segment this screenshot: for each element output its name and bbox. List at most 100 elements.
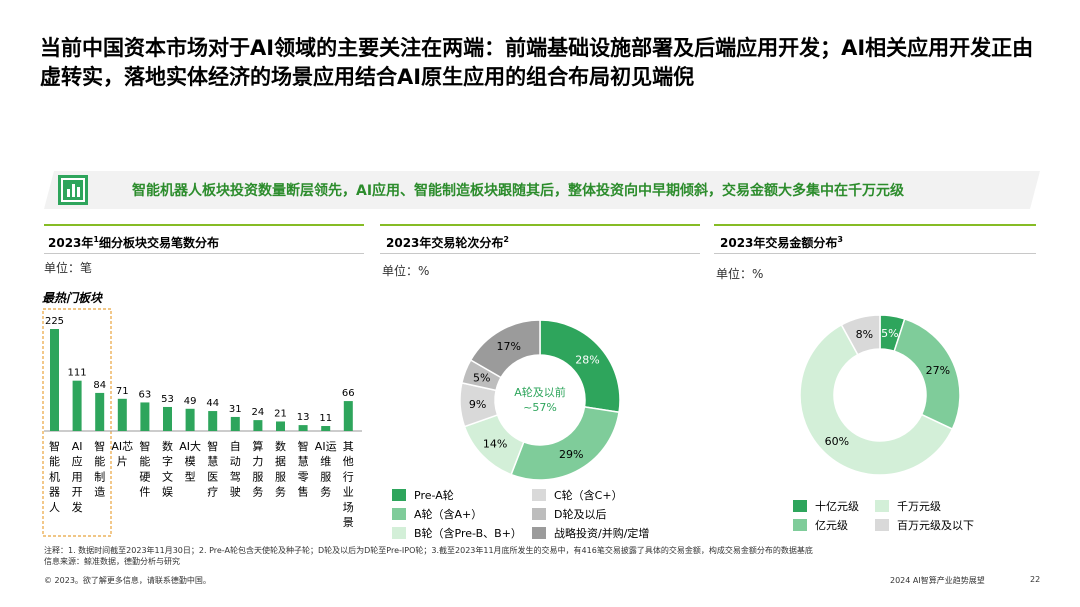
legend-swatch — [532, 508, 546, 520]
legend-label: A轮（含A+） — [414, 508, 483, 521]
legend-label: Pre-A轮 — [414, 489, 454, 502]
hot-sector-label: 最热门板块 — [42, 291, 103, 305]
report-name: 2024 AI智算产业趋势展望 — [890, 576, 985, 585]
donut-slice — [893, 317, 961, 431]
legend-swatch — [392, 508, 406, 520]
bar — [208, 411, 218, 431]
donut-slice — [840, 314, 881, 356]
category-label: 智慧零售 — [298, 439, 309, 499]
category-label: AI运维服务 — [315, 440, 337, 499]
legend-swatch — [392, 489, 406, 501]
panel1-rule — [44, 253, 364, 254]
donut-slice — [799, 323, 954, 476]
legend-label: 百万元级及以下 — [897, 519, 974, 532]
bar-value-label: 225 — [45, 316, 64, 327]
category-label: 算力服务 — [252, 439, 263, 499]
panel3-title: 2023年交易金额分布3 — [720, 235, 843, 250]
category-label: 智慧医疗 — [207, 439, 218, 499]
legend-swatch — [392, 527, 406, 539]
category-label: AI芯片 — [111, 439, 133, 468]
panel2-rule — [380, 253, 700, 254]
footnote-line-2: 信息来源：鲸准数据，德勤分析与研究 — [44, 557, 180, 566]
legend-label: B轮（含Pre-B、B+） — [414, 527, 522, 540]
donut-center-label: A轮及以前 — [514, 385, 566, 399]
slice-label: 5% — [881, 327, 898, 340]
bar-value-label: 84 — [93, 380, 106, 391]
legend-item: C轮（含C+） — [532, 487, 623, 503]
legend-item: 千万元级 — [875, 498, 941, 514]
slice-label: 28% — [575, 353, 599, 366]
panel1-title: 2023年1细分板块交易笔数分布 — [48, 235, 219, 250]
slice-label: 27% — [926, 364, 950, 377]
bar-value-label: 31 — [229, 404, 242, 415]
bar — [298, 425, 308, 431]
bar-value-label: 44 — [206, 398, 219, 409]
rounds-legend: Pre-A轮 C轮（含C+） A轮（含A+） D轮及以后 B轮（含Pre-B、B+） 战略… — [392, 487, 692, 547]
panel3-rule — [714, 253, 1036, 254]
bar-chart-icon — [58, 175, 88, 205]
copyright-text: © 2023。欲了解更多信息，请联系德勤中国。 — [44, 576, 211, 585]
legend-swatch — [793, 519, 807, 531]
panel2-title: 2023年交易轮次分布2 — [386, 235, 509, 250]
footnote-line-1: 注释：1. 数据时间截至2023年11月30日；2. Pre-A轮包含天使轮及种… — [44, 546, 813, 555]
bar — [185, 408, 195, 431]
bar — [95, 392, 105, 431]
panel3-accent-line — [714, 224, 1036, 226]
panel3-unit: 单位：% — [716, 267, 764, 281]
bar-value-label: 71 — [116, 386, 129, 397]
bar-value-label: 11 — [319, 413, 332, 424]
legend-item: 百万元级及以下 — [875, 517, 974, 533]
legend-swatch — [532, 489, 546, 501]
slice-label: 8% — [856, 328, 873, 341]
bar — [163, 406, 172, 431]
bar-value-label: 24 — [252, 407, 265, 418]
legend-label: D轮及以后 — [554, 508, 607, 521]
legend-swatch — [532, 527, 546, 539]
category-label: 数字文娱 — [162, 440, 173, 499]
bar-value-label: 63 — [139, 389, 152, 400]
panel2-unit: 单位：% — [382, 264, 430, 278]
bar — [276, 421, 285, 431]
donut-slice — [510, 406, 620, 481]
legend-label: C轮（含C+） — [554, 489, 623, 502]
bar-value-label: 53 — [161, 394, 174, 405]
category-label: AI大模型 — [179, 439, 201, 483]
bar-value-label: 13 — [297, 412, 310, 423]
banner-background — [44, 171, 1040, 209]
rounds-donut-chart: 28% 29% 14% 9% 5% 17% A轮及以前 ~57% — [459, 319, 621, 481]
category-label: 数据服务 — [275, 440, 286, 499]
legend-item: Pre-A轮 — [392, 487, 454, 503]
bar — [230, 416, 240, 431]
amount-legend: 十亿元级 千万元级亿元级 百万元级及以下 — [793, 498, 1033, 538]
footnote: 注释：1. 数据时间截至2023年11月30日；2. Pre-A轮包含天使轮及种… — [44, 545, 924, 567]
slice-label: 5% — [473, 371, 490, 384]
bar-value-label: 49 — [184, 396, 197, 407]
sector-deals-bar-chart: 225 智能机器人 111 AI 应用开发 84 智能制造 71 AI芯片 63 智能硬件 53 数字文… — [42, 308, 362, 537]
category-label: 自动驾驶 — [230, 440, 241, 499]
bar — [50, 329, 59, 431]
slice-label: 17% — [497, 340, 521, 353]
bar — [343, 401, 353, 431]
category-label: 智能机器人 — [49, 439, 60, 514]
legend-swatch — [875, 500, 889, 512]
donut-center-label: ~57% — [523, 401, 557, 414]
legend-label: 千万元级 — [897, 500, 941, 513]
donut-slice — [469, 319, 541, 379]
bar-value-label: 66 — [342, 388, 355, 399]
legend-label: 十亿元级 — [815, 500, 859, 513]
legend-item: 亿元级 — [793, 517, 848, 533]
category-label: AI 应用开发 — [72, 440, 83, 514]
slice-label: 60% — [825, 435, 849, 448]
bar-value-label: 111 — [68, 368, 87, 379]
hot-sector-highlight-box — [42, 308, 112, 537]
bar — [253, 420, 263, 431]
legend-item: 十亿元级 — [793, 498, 859, 514]
legend-swatch — [793, 500, 807, 512]
panel1-unit: 单位：笔 — [44, 261, 93, 275]
slice-label: 9% — [469, 398, 486, 411]
bar — [140, 402, 150, 431]
panel2-accent-line — [380, 224, 700, 226]
bar — [321, 426, 331, 431]
slice-label: 14% — [483, 438, 507, 451]
legend-item: B轮（含Pre-B、B+） — [392, 525, 522, 541]
